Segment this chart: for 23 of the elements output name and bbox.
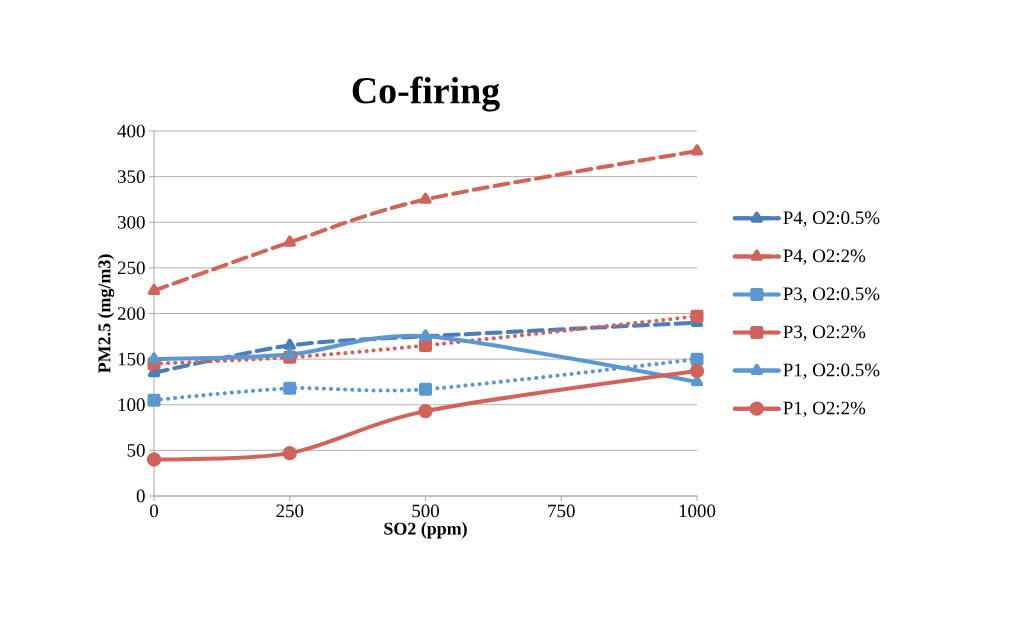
legend-label: P1, O2:0.5% <box>783 363 880 380</box>
legend-label: P1, O2:2% <box>783 401 866 418</box>
y-tick-label: 200 <box>117 307 145 320</box>
x-axis-title: SO2 (ppm) <box>384 522 467 539</box>
y-tick-label: 100 <box>118 398 145 412</box>
x-tick-label: 500 <box>412 504 439 518</box>
x-tick-label: 0 <box>150 504 159 518</box>
x-tick-label: 1000 <box>679 504 716 518</box>
y-tick-label: 50 <box>127 444 145 457</box>
y-tick-label: 150 <box>118 352 145 366</box>
y-tick-label: 250 <box>117 261 145 275</box>
y-axis-title: PM2.5 (mg/m3) <box>97 254 115 373</box>
legend-label: P4, O2:2% <box>783 249 866 265</box>
y-tick-label: 350 <box>118 170 145 184</box>
x-tick-label: 750 <box>548 504 575 518</box>
chart-title: Co-firing <box>352 76 500 112</box>
y-tick-label: 400 <box>117 124 145 138</box>
legend-label: P4, O2:0.5% <box>783 211 880 227</box>
legend-label: P3, O2:0.5% <box>783 287 880 303</box>
y-tick-label: 300 <box>118 215 145 229</box>
y-tick-label: 0 <box>136 489 145 503</box>
x-tick-label: 250 <box>276 504 304 518</box>
legend-label: P3, O2:2% <box>783 325 866 341</box>
